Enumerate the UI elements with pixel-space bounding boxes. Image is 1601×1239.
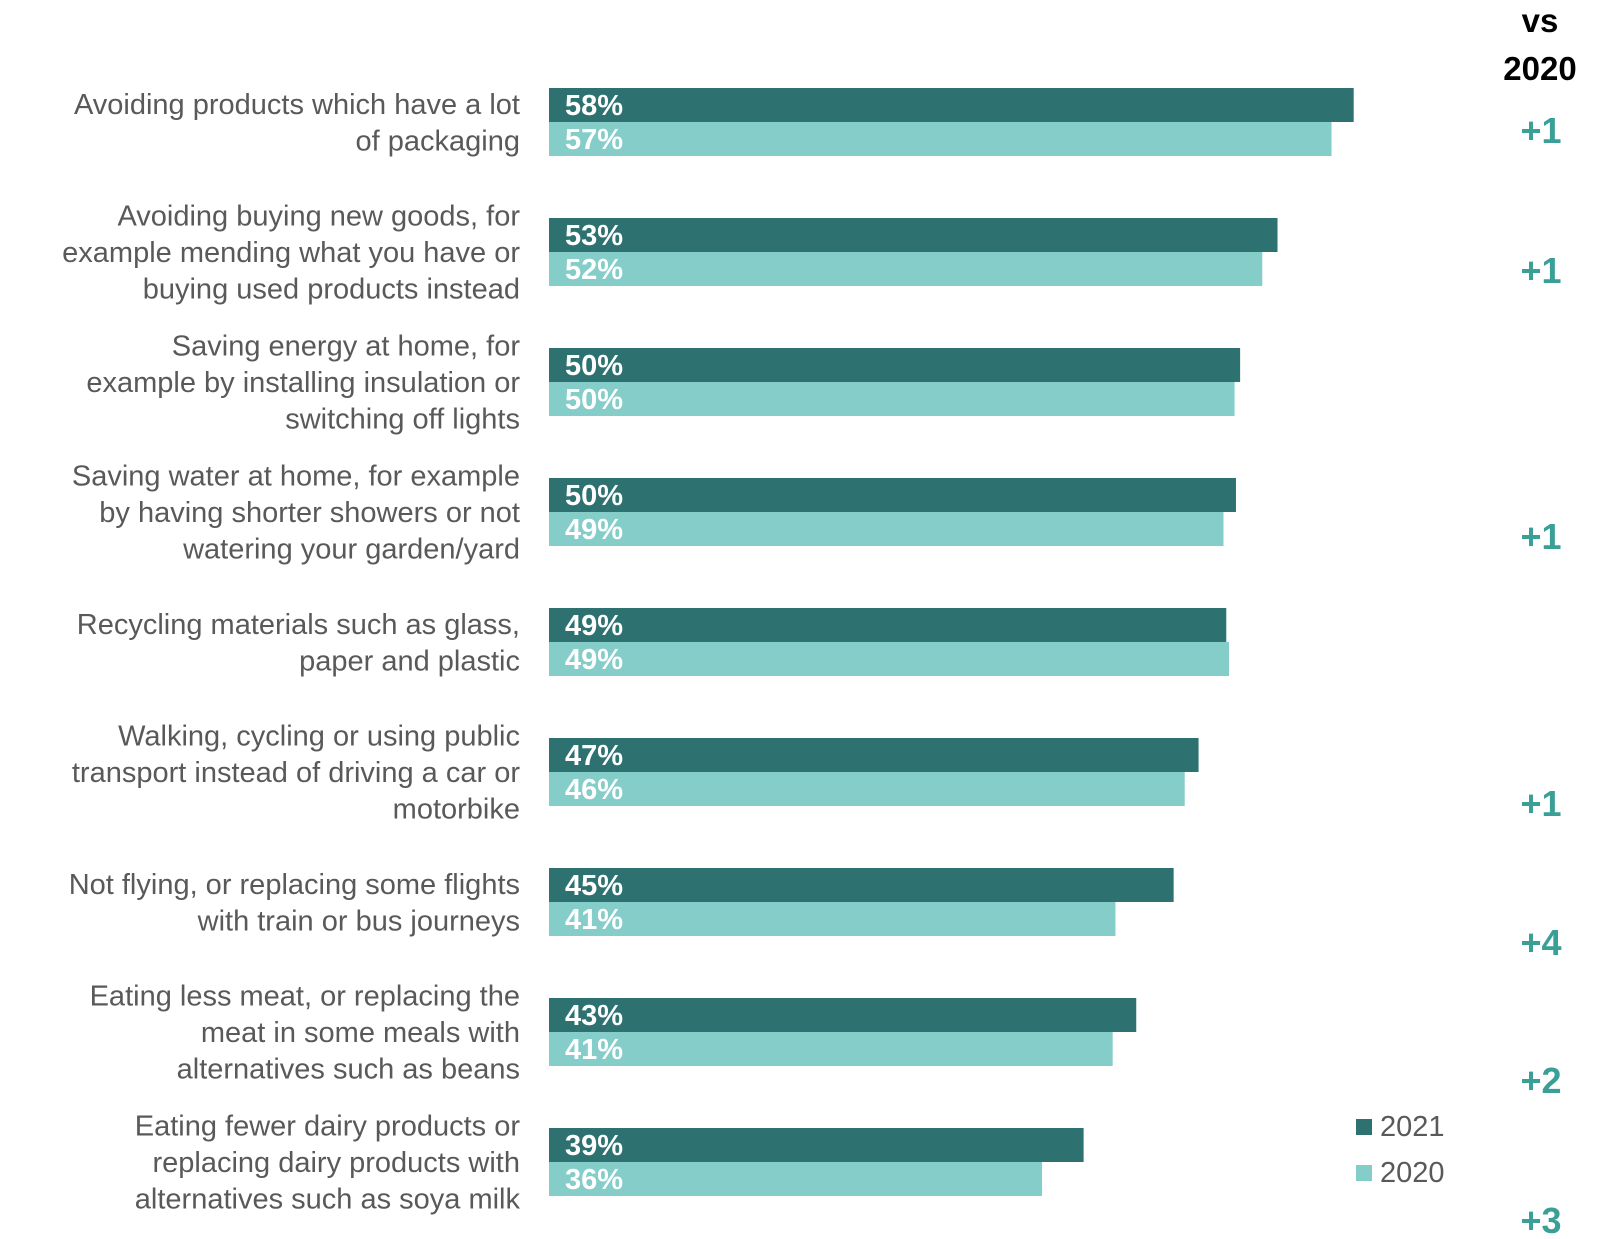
category-label: of packaging [356,125,520,157]
data-label: 49% [565,514,623,546]
bar-2021 [549,868,1174,902]
header-line: vs [1522,2,1559,39]
bar-2021 [549,88,1354,122]
data-label: 36% [565,1164,623,1196]
data-label: 50% [565,350,623,382]
category-label: alternatives such as beans [177,1054,520,1086]
bar-2020 [549,252,1263,286]
bar-2021 [549,478,1236,512]
legend-swatch-2020 [1356,1165,1372,1181]
category-label: example by installing insulation or [86,367,520,399]
category-label: Not flying, or replacing some flights [69,869,520,901]
category-label: buying used products instead [143,274,520,306]
bar-2021 [549,998,1137,1032]
category-label: Saving energy at home, for [172,331,521,363]
category-label: transport instead of driving a car or [72,757,520,789]
category-label: watering your garden/yard [182,534,520,566]
category-label: Eating less meat, or replacing the [90,981,520,1013]
data-label: 50% [565,480,623,512]
data-label: 46% [565,774,623,806]
category-label: Walking, cycling or using public [118,721,520,753]
category-label: Avoiding products which have a lot [74,89,520,121]
legend-label: 2021 [1380,1111,1445,1143]
data-label: 49% [565,610,623,642]
bar-2020 [549,382,1235,416]
bar-2020 [549,902,1116,936]
data-label: 53% [565,220,623,252]
data-label: 52% [565,254,623,286]
bar-2021 [549,608,1227,642]
bar-2020 [549,122,1332,156]
category-labels: Avoiding products which have a lot of pac… [62,89,520,1216]
difference-labels: +1 +1 +1 +1 +4 +2 +3 [1520,110,1561,1239]
bar-2020 [549,1162,1043,1196]
data-label: 45% [565,870,623,902]
data-label: 50% [565,384,623,416]
category-label: Avoiding buying new goods, for [117,201,520,233]
category-label: switching off lights [285,404,520,436]
difference-label: +1 [1520,783,1561,824]
legend: 2021 2020 [1356,1111,1445,1189]
bar-2020 [549,642,1230,676]
difference-label: +2 [1520,1060,1561,1101]
bar-2021 [549,738,1199,772]
difference-label: +3 [1520,1200,1561,1239]
data-label: 41% [565,1034,623,1066]
data-label: 39% [565,1130,623,1162]
header-line: 2020 [1503,50,1576,87]
category-label: motorbike [393,794,520,826]
difference-label: +4 [1520,922,1561,963]
bar-2020 [549,1032,1113,1066]
difference-label: +1 [1520,250,1561,291]
data-label: 57% [565,124,623,156]
category-label: Saving water at home, for example [72,461,520,493]
category-label: example mending what you have or [62,237,520,269]
category-label: Eating fewer dairy products or [135,1111,521,1143]
difference-label: +1 [1520,516,1561,557]
data-label: 43% [565,1000,623,1032]
bars: 58%57%53%52%50%50%50%49%49%49%47%46%45%4… [549,88,1354,1196]
category-label: with train or bus journeys [197,905,520,937]
data-label: 58% [565,90,623,122]
bar-2020 [549,772,1185,806]
category-label: replacing dairy products with [152,1147,520,1179]
category-label: meat in some meals with [201,1017,520,1049]
legend-label: 2020 [1380,1157,1445,1189]
difference-label: +1 [1520,110,1561,151]
category-label: by having shorter showers or not [99,497,520,529]
data-label: 49% [565,644,623,676]
data-label: 47% [565,740,623,772]
bar-2021 [549,348,1241,382]
category-label: alternatives such as soya milk [135,1184,521,1216]
data-label: 41% [565,904,623,936]
bar-2021 [549,1128,1084,1162]
legend-swatch-2021 [1356,1119,1372,1135]
category-label: paper and plastic [299,645,520,677]
category-label: Recycling materials such as glass, [77,609,520,641]
comparison-header: vs 2020 [1503,2,1576,87]
bar-2020 [549,512,1224,546]
bar-2021 [549,218,1278,252]
